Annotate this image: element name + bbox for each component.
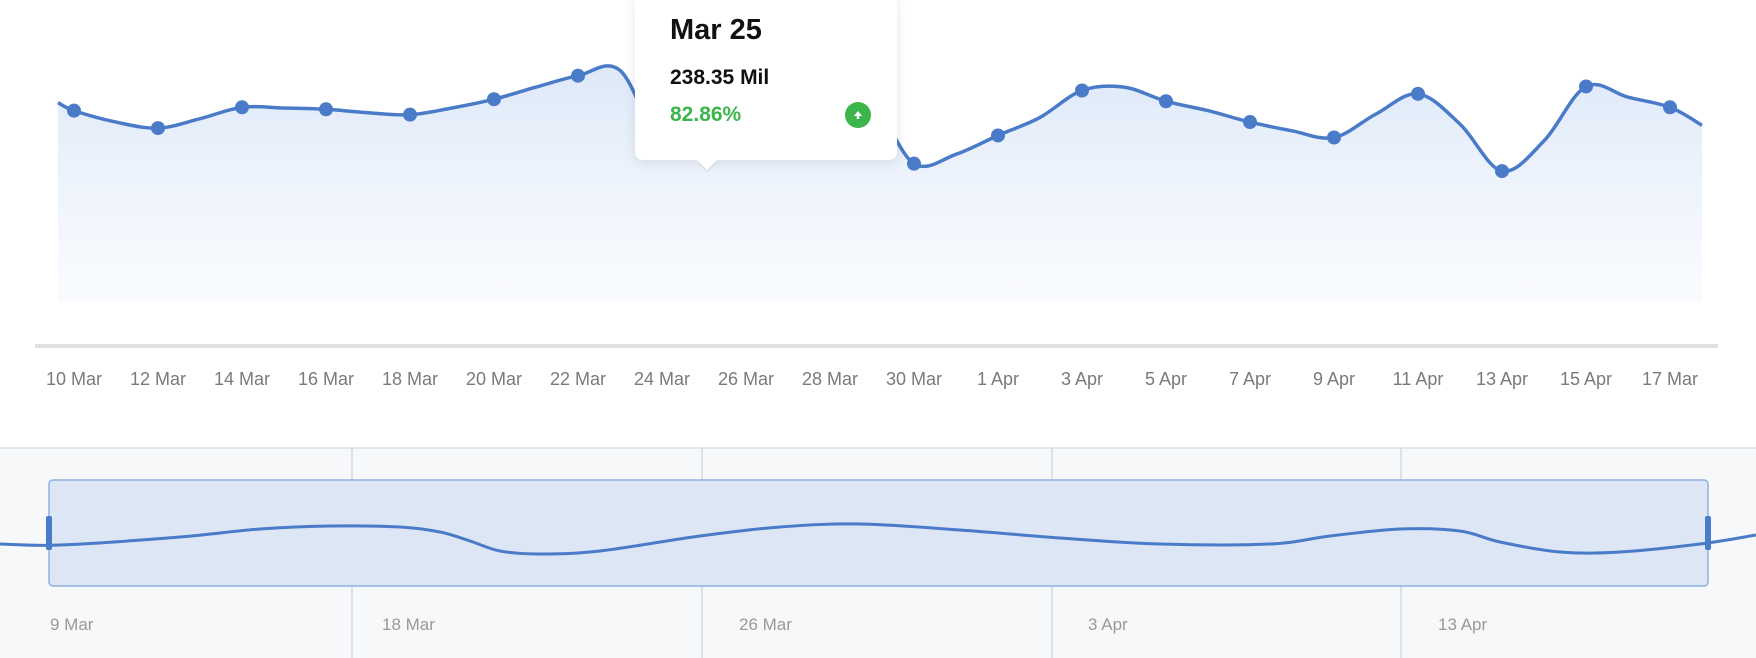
navigator-handle-left[interactable] xyxy=(46,516,52,550)
data-point[interactable] xyxy=(235,100,249,115)
x-tick-label: 30 Mar xyxy=(886,369,942,389)
arrow-up-icon xyxy=(845,102,871,128)
navigator-handle-right[interactable] xyxy=(1705,516,1711,550)
x-tick-label: 14 Mar xyxy=(214,369,270,389)
x-tick-label: 3 Apr xyxy=(1061,369,1103,389)
x-tick-label: 16 Mar xyxy=(298,369,354,389)
tooltip-change: 82.86% xyxy=(670,103,742,126)
data-point[interactable] xyxy=(991,128,1005,143)
x-tick-label: 17 Mar xyxy=(1642,369,1698,389)
x-tick-label: 5 Apr xyxy=(1145,369,1187,389)
x-tick-label: 28 Mar xyxy=(802,369,858,389)
x-tick-label: 26 Mar xyxy=(718,369,774,389)
data-point[interactable] xyxy=(1243,115,1257,130)
x-tick-label: 20 Mar xyxy=(466,369,522,389)
x-tick-label: 24 Mar xyxy=(634,369,690,389)
x-tick-label: 15 Apr xyxy=(1560,369,1612,389)
navigator-tick-label: 18 Mar xyxy=(382,615,435,634)
tooltip: Mar 25 238.35 Mil 82.86% xyxy=(635,0,897,160)
series-area xyxy=(58,65,1702,302)
x-tick-label: 1 Apr xyxy=(977,369,1019,389)
x-tick-label: 12 Mar xyxy=(130,369,186,389)
x-tick-label: 11 Apr xyxy=(1393,369,1444,389)
navigator-tick-label: 3 Apr xyxy=(1088,615,1128,634)
data-point[interactable] xyxy=(1579,79,1593,94)
data-point[interactable] xyxy=(907,156,921,171)
x-tick-label: 7 Apr xyxy=(1229,369,1271,389)
x-axis-ticks: 10 Mar 12 Mar 14 Mar 16 Mar 18 Mar 20 Mar 22 M… xyxy=(46,369,1698,389)
x-tick-label: 18 Mar xyxy=(382,369,438,389)
navigator-tick-label: 9 Mar xyxy=(50,615,94,634)
data-point[interactable] xyxy=(403,107,417,122)
data-point[interactable] xyxy=(319,102,333,117)
x-tick-label: 13 Apr xyxy=(1476,369,1528,389)
data-point[interactable] xyxy=(1159,94,1173,109)
data-point[interactable] xyxy=(1327,130,1341,145)
navigator[interactable]: 9 Mar 18 Mar 26 Mar 3 Apr 13 Apr xyxy=(0,447,1756,658)
x-tick-label: 9 Apr xyxy=(1313,369,1355,389)
data-point[interactable] xyxy=(151,121,165,136)
data-point[interactable] xyxy=(1411,86,1425,101)
navigator-tick-label: 13 Apr xyxy=(1438,615,1487,634)
x-tick-label: 22 Mar xyxy=(550,369,606,389)
x-tick-label: 10 Mar xyxy=(46,369,102,389)
navigator-window[interactable] xyxy=(48,479,1709,587)
data-point[interactable] xyxy=(67,103,81,118)
navigator-series xyxy=(0,522,1756,556)
navigator-tick-label: 26 Mar xyxy=(739,615,792,634)
tooltip-value: 238.35 Mil xyxy=(670,66,770,89)
data-point[interactable] xyxy=(1075,83,1089,98)
data-point[interactable] xyxy=(1495,164,1509,179)
tooltip-title: Mar 25 xyxy=(670,14,762,46)
data-point[interactable] xyxy=(1663,100,1677,115)
data-point[interactable] xyxy=(571,68,585,83)
data-point[interactable] xyxy=(487,92,501,107)
